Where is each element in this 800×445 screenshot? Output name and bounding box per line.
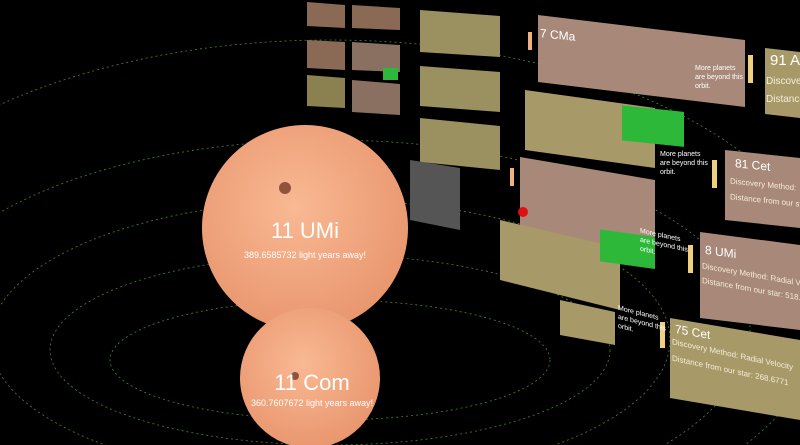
orbit-note: More planets are beyond this orbit. bbox=[695, 65, 743, 90]
star-distance: 389.6585732 light years away! bbox=[243, 250, 367, 260]
panel-text: Distance bbox=[766, 94, 800, 105]
panel-text: Discove bbox=[766, 76, 800, 87]
star-sphere[interactable] bbox=[202, 125, 408, 331]
orbit-note: More planets are beyond this orbit. bbox=[660, 151, 708, 176]
panels bbox=[307, 2, 800, 420]
panel-title: 91 A bbox=[770, 52, 800, 69]
star-name: 11 UMi bbox=[270, 218, 340, 243]
star-distance: 360.7607672 light years away! bbox=[250, 398, 374, 408]
star-name: 11 Com bbox=[274, 370, 350, 395]
star-sphere[interactable] bbox=[240, 308, 380, 445]
